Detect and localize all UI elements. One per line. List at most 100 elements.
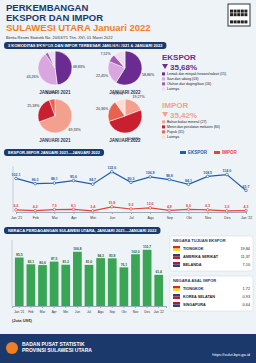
tick-mark <box>42 306 43 308</box>
tick-label: Okt <box>186 216 191 220</box>
marker <box>72 208 75 211</box>
data-label: 81,0 <box>86 260 93 264</box>
qr-cell <box>230 20 233 23</box>
tick-label: Jan '21 <box>11 216 22 220</box>
down-arrow <box>162 112 168 117</box>
table-cell: KOREA SELATAN <box>183 295 215 299</box>
annotation: 35,68% <box>170 63 197 72</box>
data-label: 6,6 <box>14 204 19 208</box>
legend-entry: Lainnya <box>167 135 179 139</box>
qr-cell <box>241 20 244 23</box>
marker <box>91 183 94 186</box>
flag <box>173 262 180 265</box>
table-cell: TIONGKOK <box>183 247 204 251</box>
legend-entry: IMPOR <box>222 150 238 155</box>
tick: Feb <box>28 306 34 314</box>
qr-cell <box>244 13 247 16</box>
marker <box>206 209 209 212</box>
table-cell: AMERIKA SERIKAT <box>183 255 219 259</box>
table-box <box>170 276 253 311</box>
tick-mark <box>30 306 31 308</box>
logo <box>6 342 18 354</box>
series-name: JANUARI 2021 <box>39 138 71 143</box>
data-label: 65,7 <box>243 185 250 189</box>
footer-url: https://sulut.bps.go.id <box>212 352 250 357</box>
data-label: 9,2 <box>129 203 134 207</box>
tick-mark <box>54 212 55 214</box>
data-label: 76,1 <box>121 263 128 267</box>
annotation: 35,42% <box>170 111 197 120</box>
data-label: 22,45% <box>96 74 109 78</box>
table-cell: 0,93 <box>243 295 250 299</box>
table-cell: 0,64 <box>243 303 250 307</box>
tick-label: Okt <box>121 310 126 314</box>
tick-mark <box>123 306 124 308</box>
tick-mark <box>147 306 148 308</box>
table-title: NEGARA TUJUAN EKSPOR <box>173 238 226 243</box>
data-label: 69,33% <box>69 128 82 132</box>
data-label: 90,2 <box>128 177 135 181</box>
tick-mark <box>189 212 190 214</box>
tick-mark <box>112 212 113 214</box>
pie: 48,83%43,26%3,20%6,71% <box>27 43 86 85</box>
series-line <box>16 207 246 211</box>
subtitle: Berita Resmi Statistik No. 20/03/71 Thn.… <box>6 35 113 40</box>
section-text: 3 KOMODITAS EKSPOR DAN IMPOR TERBESAR JA… <box>8 43 163 48</box>
marker <box>34 209 37 212</box>
qr-code <box>228 4 250 26</box>
section-title: 3 KOMODITAS EKSPOR DAN IMPOR TERBESAR JA… <box>4 42 166 49</box>
data-label: 122,6 <box>107 166 116 170</box>
tick-label: Des <box>144 310 150 314</box>
tick-label: Apr <box>52 310 58 314</box>
marker <box>226 210 229 212</box>
tick: Agu <box>148 212 154 220</box>
tick-label: Jan '21 <box>14 310 24 314</box>
data-label: 93,9 <box>109 254 116 258</box>
tick: Mar <box>52 212 59 220</box>
tick-mark <box>135 306 136 308</box>
tick-label: Mar <box>40 310 46 314</box>
plot <box>15 250 163 306</box>
flag <box>173 254 180 257</box>
data-label: 6,71% <box>45 43 56 47</box>
data-label: 106,9 <box>146 171 155 175</box>
data-label: 110,7 <box>143 245 151 249</box>
legend-entry: Lemak dan minyak hewani/nabati (15) <box>167 72 226 76</box>
bar <box>143 250 152 306</box>
marker <box>245 189 248 192</box>
table-cell: BELANDA <box>183 263 202 267</box>
marker <box>168 209 171 212</box>
legend-entry: Olahan dari daging/ikan (16) <box>167 82 211 86</box>
tick-label: Agu <box>98 310 104 314</box>
pie: 58,86%22,45%7,52%11,17% <box>96 44 155 85</box>
marker <box>130 181 133 184</box>
data-label: 88,1 <box>51 177 58 181</box>
qr-cell <box>244 20 247 23</box>
tick-label: Jun <box>110 216 116 220</box>
marker <box>206 175 209 178</box>
qr-cell <box>241 10 244 13</box>
tick-mark <box>169 212 170 214</box>
down-arrow <box>162 64 168 69</box>
tick: Apr <box>71 212 77 220</box>
bar <box>27 264 36 306</box>
bar <box>154 275 163 306</box>
tick-mark <box>208 212 209 214</box>
tick: Sep <box>109 306 115 314</box>
section-title: NERACA PERDAGANGAN SULAWESI UTARA, JANUA… <box>4 227 160 234</box>
table-cell: 11,37 <box>241 255 250 259</box>
data-label: 108,5 <box>203 171 212 175</box>
tick-label: Jan '22 <box>241 216 252 220</box>
tick-label: Mei <box>63 310 68 314</box>
data-label: 87,5 <box>51 257 58 261</box>
section-text: EKSPOR-IMPOR JANUARI 2021—JANUARI 2022 <box>8 150 101 155</box>
tick: Jun <box>75 306 80 314</box>
tick: Jun <box>110 212 116 220</box>
tick: Nov <box>133 306 139 314</box>
legend-entry: Mesin dan peralatan mekanis (84) <box>167 125 220 129</box>
qr-cell <box>234 10 237 13</box>
tick-mark <box>93 212 94 214</box>
bar <box>73 252 82 306</box>
tick-mark <box>150 212 151 214</box>
legend-swatch <box>162 130 165 133</box>
